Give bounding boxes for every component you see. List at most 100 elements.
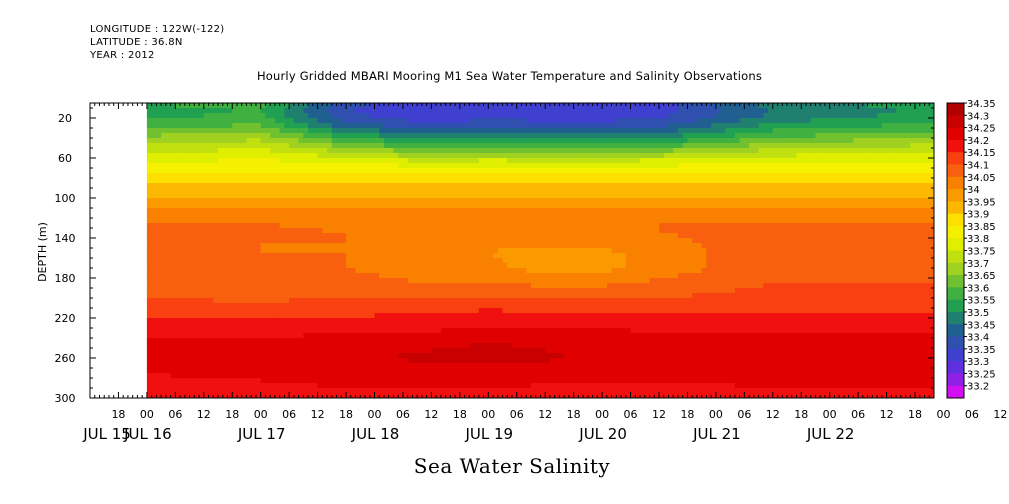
salinity-cell — [274, 313, 281, 319]
salinity-cell — [289, 138, 295, 144]
salinity-cell — [270, 318, 276, 324]
salinity-cell — [346, 388, 352, 394]
salinity-cell — [341, 283, 347, 289]
salinity-cell — [488, 383, 494, 389]
salinity-cell — [469, 353, 475, 359]
salinity-cell — [165, 333, 172, 339]
salinity-cell — [265, 163, 271, 169]
salinity-cell — [388, 243, 395, 249]
salinity-cell — [464, 228, 470, 234]
salinity-cell — [365, 148, 371, 154]
salinity-cell — [398, 338, 404, 344]
salinity-cell — [478, 388, 485, 394]
salinity-cell — [450, 213, 456, 219]
salinity-cell — [493, 253, 499, 259]
salinity-cell — [417, 218, 423, 224]
salinity-cell — [502, 353, 508, 359]
salinity-cell — [208, 138, 214, 144]
salinity-cell — [445, 273, 451, 279]
salinity-cell — [270, 248, 276, 254]
salinity-cell — [232, 113, 238, 119]
salinity-cell — [502, 288, 508, 294]
salinity-cell — [426, 293, 432, 299]
salinity-cell — [199, 178, 205, 184]
salinity-cell — [170, 328, 176, 334]
salinity-cell — [417, 223, 423, 229]
salinity-cell — [251, 118, 257, 124]
salinity-cell — [227, 263, 233, 269]
salinity-cell — [426, 258, 432, 264]
salinity-cell — [469, 128, 475, 134]
salinity-cell — [251, 283, 257, 289]
salinity-cell — [279, 133, 285, 139]
salinity-cell — [346, 223, 352, 229]
salinity-cell — [161, 253, 167, 259]
salinity-cell — [469, 303, 475, 309]
salinity-cell — [227, 113, 233, 119]
salinity-cell — [208, 233, 214, 239]
salinity-cell — [407, 208, 414, 214]
salinity-cell — [455, 213, 461, 219]
salinity-cell — [421, 138, 428, 144]
salinity-cell — [545, 173, 551, 179]
salinity-cell — [194, 303, 200, 309]
salinity-cell — [497, 238, 504, 244]
salinity-cell — [165, 373, 172, 379]
salinity-cell — [355, 203, 361, 209]
salinity-cell — [303, 253, 309, 259]
salinity-cell — [407, 193, 414, 199]
salinity-cell — [493, 268, 499, 274]
salinity-cell — [355, 233, 361, 239]
salinity-cell — [236, 213, 243, 219]
salinity-cell — [374, 218, 380, 224]
salinity-cell — [270, 303, 276, 309]
salinity-cell — [393, 368, 399, 374]
salinity-cell — [516, 208, 523, 214]
salinity-cell — [265, 198, 271, 204]
salinity-cell — [331, 233, 338, 239]
salinity-cell — [450, 348, 456, 354]
salinity-cell — [270, 373, 276, 379]
salinity-cell — [170, 368, 176, 374]
salinity-cell — [289, 368, 295, 374]
salinity-cell — [436, 268, 442, 274]
salinity-cell — [218, 393, 224, 398]
salinity-cell — [236, 173, 243, 179]
salinity-cell — [450, 218, 456, 224]
salinity-cell — [312, 263, 319, 269]
salinity-cell — [232, 388, 238, 394]
salinity-cell — [431, 158, 437, 164]
salinity-cell — [421, 193, 428, 199]
salinity-cell — [521, 328, 527, 334]
salinity-cell — [317, 308, 323, 314]
salinity-cell — [203, 273, 210, 279]
salinity-cell — [255, 313, 262, 319]
salinity-cell — [412, 358, 418, 364]
salinity-cell — [374, 208, 380, 214]
salinity-cell — [194, 358, 200, 364]
salinity-cell — [170, 148, 176, 154]
salinity-cell — [464, 158, 470, 164]
salinity-cell — [497, 148, 504, 154]
salinity-cell — [469, 203, 475, 209]
salinity-cell — [483, 108, 489, 114]
salinity-cell — [507, 248, 513, 254]
salinity-cell — [421, 348, 428, 354]
salinity-cell — [374, 193, 380, 199]
salinity-cell — [161, 188, 167, 194]
salinity-cell — [227, 218, 233, 224]
salinity-cell — [336, 258, 342, 264]
salinity-cell — [483, 183, 489, 189]
salinity-cell — [189, 278, 195, 284]
salinity-cell — [464, 193, 470, 199]
salinity-cell — [194, 343, 200, 349]
salinity-cell — [336, 278, 342, 284]
salinity-cell — [279, 273, 285, 279]
salinity-cell — [421, 373, 428, 379]
salinity-cell — [440, 118, 447, 124]
salinity-cell — [194, 153, 200, 159]
salinity-cell — [464, 208, 470, 214]
salinity-cell — [383, 268, 390, 274]
salinity-cell — [213, 383, 219, 389]
salinity-cell — [175, 293, 181, 299]
